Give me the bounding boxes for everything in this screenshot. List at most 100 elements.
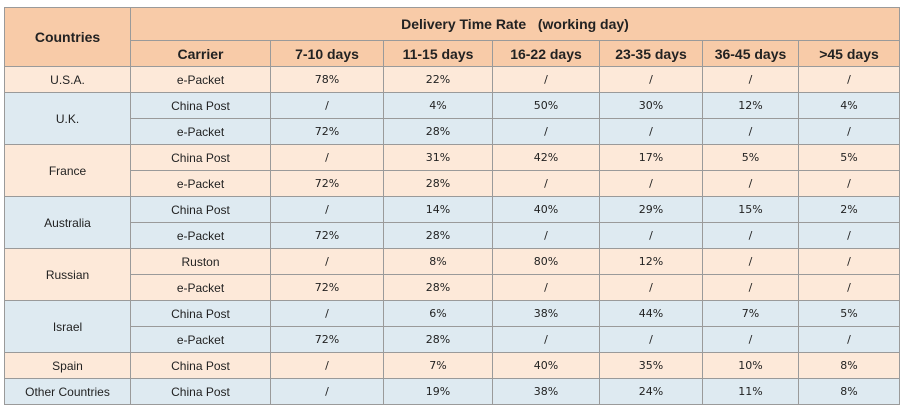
rate-cell: / [702,248,799,275]
carrier-header: Carrier [130,40,271,67]
rate-cell: / [599,66,703,93]
rate-cell: / [270,300,384,327]
delivery-rate-table: Countries Delivery Time Rate (working da… [4,7,901,405]
rate-cell: 78% [270,66,384,93]
rate-cell: / [702,170,799,197]
range-header: >45 days [797,40,901,67]
rate-cell: / [797,222,901,249]
rate-cell: / [270,352,384,379]
rate-cell: 8% [383,248,493,275]
table-row: e-Packet 72% 28% / / / / [5,170,901,197]
carrier-cell: China Post [130,352,271,379]
countries-header: Countries [4,7,131,67]
rate-cell: 12% [599,248,703,275]
rate-cell: / [599,118,703,145]
rate-cell: / [599,326,703,353]
country-cell: U.K. [4,92,131,145]
rate-cell: / [270,196,384,223]
rate-cell: / [492,118,600,145]
rate-cell: / [797,274,901,301]
rate-cell: 7% [383,352,493,379]
rate-cell: 72% [270,118,384,145]
rate-cell: 14% [383,196,493,223]
country-cell: Other Countries [4,378,131,405]
rate-cell: 72% [270,274,384,301]
rate-cell: 40% [492,352,600,379]
range-header: 16-22 days [492,40,600,67]
rate-cell: 8% [797,352,901,379]
table-row: e-Packet 72% 28% / / / / [5,274,901,301]
country-cell: Australia [4,196,131,249]
rate-cell: / [270,378,384,405]
range-header: 36-45 days [702,40,799,67]
rate-cell: / [270,144,384,171]
table-row: Russian Ruston/8% 80% 12% / / [4,248,901,301]
rate-cell: / [797,118,901,145]
rate-cell: 2% [797,196,901,223]
table-row: U.S.A. e-Packet 78% 22% / / / / [4,66,901,93]
rate-cell: / [702,274,799,301]
rate-cell: 17% [599,144,703,171]
rate-cell: / [702,326,799,353]
rate-cell: / [797,170,901,197]
rate-cell: 5% [702,144,799,171]
country-cell: U.S.A. [4,66,131,93]
rate-cell: 4% [383,92,493,119]
rate-cell: 30% [599,92,703,119]
carrier-cell: e-Packet [130,66,271,93]
rate-cell: / [797,66,901,93]
rate-cell: / [492,66,600,93]
table-row: Spain China Post/7% 40% 35% 10% 8% [4,352,901,379]
rate-cell: 12% [702,92,799,119]
carrier-cell: China Post [130,196,271,223]
rate-cell: / [270,92,384,119]
rate-cell: / [492,326,600,353]
rate-cell: 28% [383,274,493,301]
table-row: Other Countries China Post/19% 38% 24% 11% 8% [4,378,901,405]
rate-cell: / [270,248,384,275]
range-header: 7-10 days [270,40,384,67]
rate-cell: / [599,222,703,249]
carrier-cell: China Post [130,92,271,119]
country-cell: Spain [4,352,131,379]
rate-cell: 6% [383,300,493,327]
carrier-cell: China Post [130,378,271,405]
rate-cell: 11% [702,378,799,405]
table-row: e-Packet 72% 28% / / / / [5,118,901,145]
rate-cell: 31% [383,144,493,171]
rate-cell: 38% [492,300,600,327]
table-row: e-Packet 72% 28% / / / / [5,222,901,249]
rate-cell: 50% [492,92,600,119]
rate-cell: 28% [383,118,493,145]
delivery-time-rate-title: Delivery Time Rate (working day) [129,7,901,41]
rate-cell: 19% [383,378,493,405]
table-row: France China Post/31% 42% 17% 5% 5% [4,144,901,197]
carrier-cell: e-Packet [130,326,271,353]
carrier-cell: e-Packet [130,222,271,249]
rate-cell: / [702,118,799,145]
carrier-cell: e-Packet [130,170,271,197]
rate-cell: / [702,66,799,93]
rate-cell: 7% [702,300,799,327]
rate-cell: / [797,248,901,275]
rate-cell: / [599,274,703,301]
rate-cell: / [702,222,799,249]
rate-cell: 42% [492,144,600,171]
table-row: e-Packet 72% 28% / / / / [5,326,901,353]
rate-cell: 72% [270,222,384,249]
country-cell: Russian [4,248,131,301]
rate-cell: 5% [797,144,901,171]
rate-cell: 24% [599,378,703,405]
rate-cell: / [492,274,600,301]
carrier-cell: China Post [130,300,271,327]
rate-cell: 15% [702,196,799,223]
rate-cell: 8% [797,378,901,405]
rate-cell: 72% [270,170,384,197]
rate-cell: 10% [702,352,799,379]
rate-cell: 28% [383,326,493,353]
rate-cell: 40% [492,196,600,223]
country-cell: Israel [4,300,131,353]
rate-cell: 28% [383,222,493,249]
country-cell: France [4,144,131,197]
rate-cell: / [492,170,600,197]
